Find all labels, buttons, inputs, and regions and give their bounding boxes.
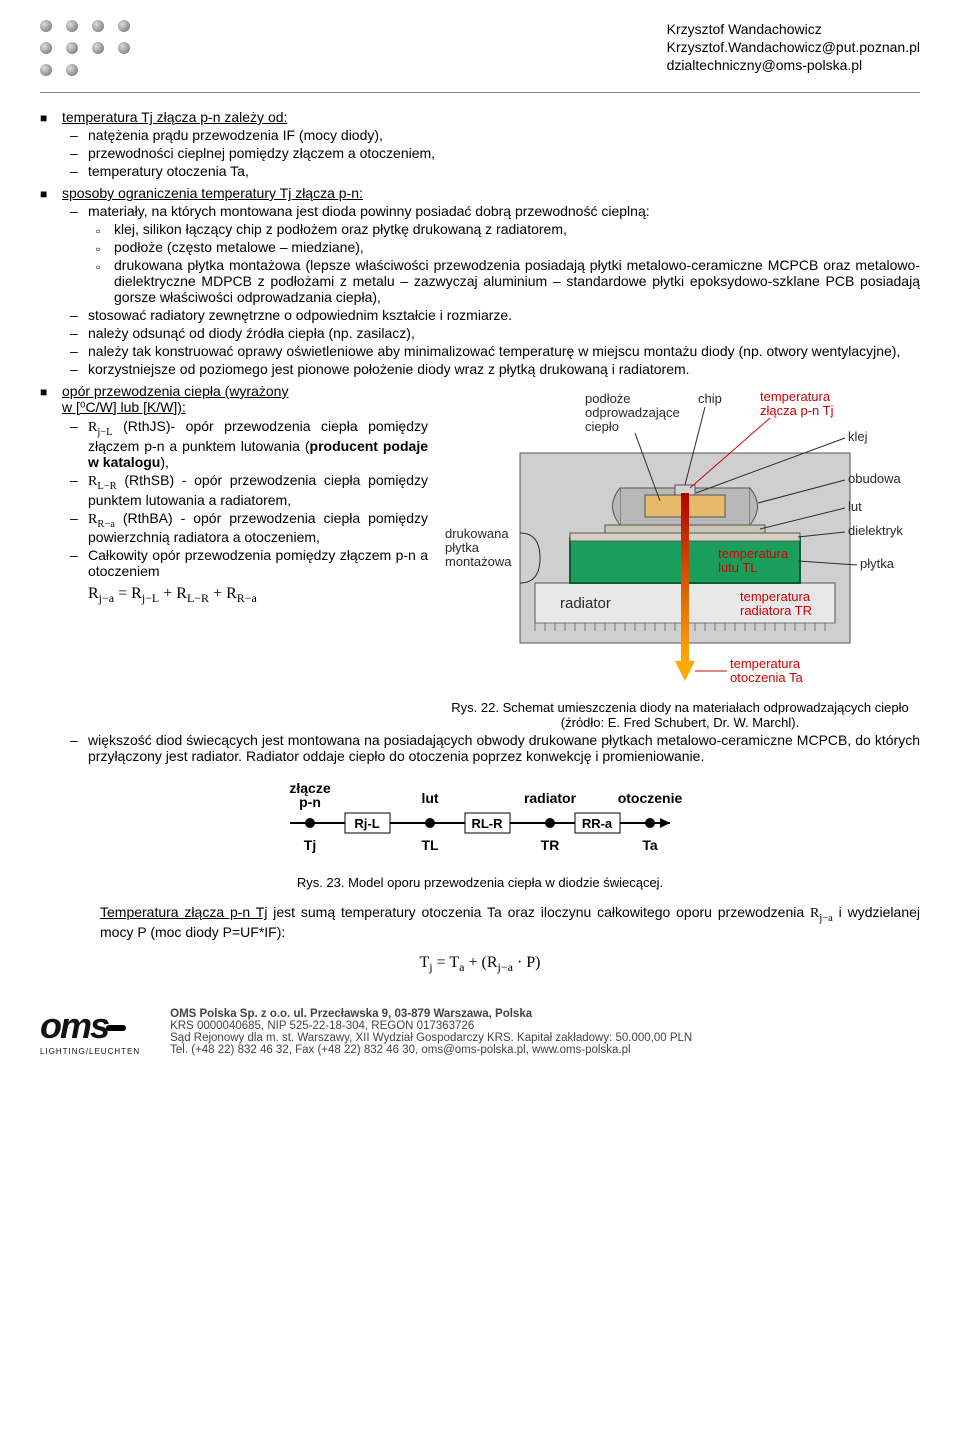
footer-logo: oms LIGHTING/LEUCHTEN xyxy=(40,1005,140,1056)
lbl-rlr: RL-R xyxy=(471,816,503,831)
dot xyxy=(92,42,104,54)
lbl-dielektryk: dielektryk xyxy=(848,523,903,538)
sec2-d5: korzystniejsze od poziomego jest pionowe… xyxy=(62,361,920,377)
fig23-caption: Rys. 23. Model oporu przewodzenia ciepła… xyxy=(40,875,920,890)
lbl-temp-zl: temperaturazłącza p-n Tj xyxy=(760,389,834,418)
fig22-svg: radiator xyxy=(440,383,920,693)
dot xyxy=(40,20,52,32)
dot xyxy=(66,20,78,32)
lbl-chip: chip xyxy=(698,391,722,406)
lbl-podloze: podłożeodprowadzająceciepło xyxy=(585,391,680,434)
sec2-d2: stosować radiatory zewnętrzne o odpowied… xyxy=(62,307,920,323)
lbl-trad: temperaturaradiatora TR xyxy=(740,589,812,618)
fig23: Rj-L RL-R RR-a złączep-n lut radiator ot… xyxy=(40,778,920,890)
footer-l1: OMS Polska Sp. z o.o. ul. Przecławska 9,… xyxy=(170,1008,532,1020)
footer-l4: Tel. (+48 22) 832 46 32, Fax (+48 22) 83… xyxy=(170,1044,692,1056)
sec2-d1: materiały, na których montowana jest dio… xyxy=(62,203,920,305)
dot xyxy=(40,64,52,76)
sec1-d3: temperatury otoczenia Ta, xyxy=(62,163,920,179)
sec3: opór przewodzenia ciepła (wyrażony w [⁰C… xyxy=(40,383,920,764)
lbl-lut: lut xyxy=(848,499,862,514)
lbl-plytka: płytka xyxy=(860,556,895,571)
sec2-d3: należy odsunąć od diody źródła ciepła (n… xyxy=(62,325,920,341)
dot xyxy=(92,20,104,32)
fig22-caption: Rys. 22. Schemat umieszczenia diody na m… xyxy=(440,700,920,730)
sec2-d4: należy tak konstruować oprawy oświetleni… xyxy=(62,343,920,359)
lbl-klej: klej xyxy=(848,429,868,444)
dot xyxy=(118,42,130,54)
svg-text:złączep-n: złączep-n xyxy=(289,780,330,810)
lbl-tr: TR xyxy=(541,837,560,853)
footer-text: OMS Polska Sp. z o.o. ul. Przecławska 9,… xyxy=(170,1008,692,1056)
page-header: Krzysztof Wandachowicz Krzysztof.Wandach… xyxy=(40,20,920,93)
sec1-title: temperatura Tj złącza p-n zależy od: xyxy=(62,109,287,125)
lbl-radiator: radiator xyxy=(524,790,577,806)
sec2-d1-text: materiały, na których montowana jest dio… xyxy=(88,203,650,219)
sec3-r1: Rj−L (RthJS)- opór przewodzenia ciepła p… xyxy=(62,418,428,470)
author-email: Krzysztof.Wandachowicz@put.poznan.pl xyxy=(667,38,920,56)
eq-tj: Tj = Ta + (Rj−a · P) xyxy=(40,954,920,975)
lbl-lut: lut xyxy=(421,790,438,806)
dot xyxy=(66,42,78,54)
page-footer: oms LIGHTING/LEUCHTEN OMS Polska Sp. z o… xyxy=(40,1005,920,1056)
fig22: radiator xyxy=(440,383,920,730)
dot xyxy=(66,64,78,76)
lbl-totoc: temperaturaotoczenia Ta xyxy=(730,656,804,685)
lbl-druk: drukowanapłytkamontażowa xyxy=(445,526,512,569)
sec3-r4: Całkowity opór przewodzenia pomiędzy złą… xyxy=(62,547,428,579)
sec3-title-b: w [⁰C/W] lub [K/W]): xyxy=(62,399,186,415)
lbl-obudowa: obudowa xyxy=(848,471,902,486)
sec3-r2: RL−R (RthSB) - opór przewodzenia ciepła … xyxy=(62,472,428,508)
eq-rja: Rj−a = Rj−L + RL−R + RR−a xyxy=(62,585,428,606)
sec3-r1d: ), xyxy=(160,454,169,470)
dot xyxy=(118,20,130,32)
lbl-tj: Tj xyxy=(304,837,316,853)
para-end-b: jest sumą temperatury otoczenia Ta oraz … xyxy=(267,904,810,920)
para-end-a: Temperatura złącza p-n Tj xyxy=(100,904,267,920)
author-email2: dzialtechniczny@oms-polska.pl xyxy=(667,56,920,74)
sec3-r3: RR−a (RthBA) - opór przewodzenia ciepła … xyxy=(62,510,428,546)
sec3-title: opór przewodzenia ciepła (wyrażony w [⁰C… xyxy=(62,383,288,415)
sec1-d1: natężenia prądu przewodzenia IF (mocy di… xyxy=(62,127,920,143)
lbl-tl: TL xyxy=(421,837,439,853)
author-block: Krzysztof Wandachowicz Krzysztof.Wandach… xyxy=(667,20,920,75)
footer-logo-sub: LIGHTING/LEUCHTEN xyxy=(40,1047,140,1056)
sec3-r2b: (RthSB) - opór przewodzenia ciepła pomię… xyxy=(88,472,428,508)
footer-l2: KRS 0000040685, NIP 525-22-18-304, REGON… xyxy=(170,1020,692,1032)
footer-l3: Sąd Rejonowy dla m. st. Warszawy, XII Wy… xyxy=(170,1032,692,1044)
sec2-s1: klej, silikon łączący chip z podłożem or… xyxy=(88,221,920,237)
dot xyxy=(40,42,52,54)
sec1: temperatura Tj złącza p-n zależy od: nat… xyxy=(40,109,920,179)
sec3-r3b: (RthBA) - opór przewodzenia ciepła pomię… xyxy=(88,510,428,546)
sec2-title: sposoby ograniczenia temperatury Tj złąc… xyxy=(62,185,363,201)
author-name: Krzysztof Wandachowicz xyxy=(667,20,920,38)
lbl-rjl: Rj-L xyxy=(354,816,379,831)
para-end: Temperatura złącza p-n Tj jest sumą temp… xyxy=(100,904,920,940)
page: Krzysztof Wandachowicz Krzysztof.Wandach… xyxy=(0,0,960,1076)
sec2-s2: podłoże (często metalowe – miedziane), xyxy=(88,239,920,255)
lbl-rra: RR-a xyxy=(582,816,613,831)
logo-dots xyxy=(40,20,144,86)
sec3-title-a: opór przewodzenia ciepła (wyrażony xyxy=(62,383,288,399)
fig23-svg: Rj-L RL-R RR-a złączep-n lut radiator ot… xyxy=(250,778,710,868)
sec1-d2: przewodności cieplnej pomiędzy złączem a… xyxy=(62,145,920,161)
sec2: sposoby ograniczenia temperatury Tj złąc… xyxy=(40,185,920,377)
lbl-ta: Ta xyxy=(642,837,658,853)
sec3-post: większość diod świecących jest montowana… xyxy=(62,732,920,764)
sec2-s3: drukowana płytka montażowa (lepsze właśc… xyxy=(88,257,920,305)
lbl-radiator: radiator xyxy=(560,595,611,612)
lbl-otoczenie: otoczenie xyxy=(618,790,683,806)
sec3-text: opór przewodzenia ciepła (wyrażony w [⁰C… xyxy=(62,383,428,730)
